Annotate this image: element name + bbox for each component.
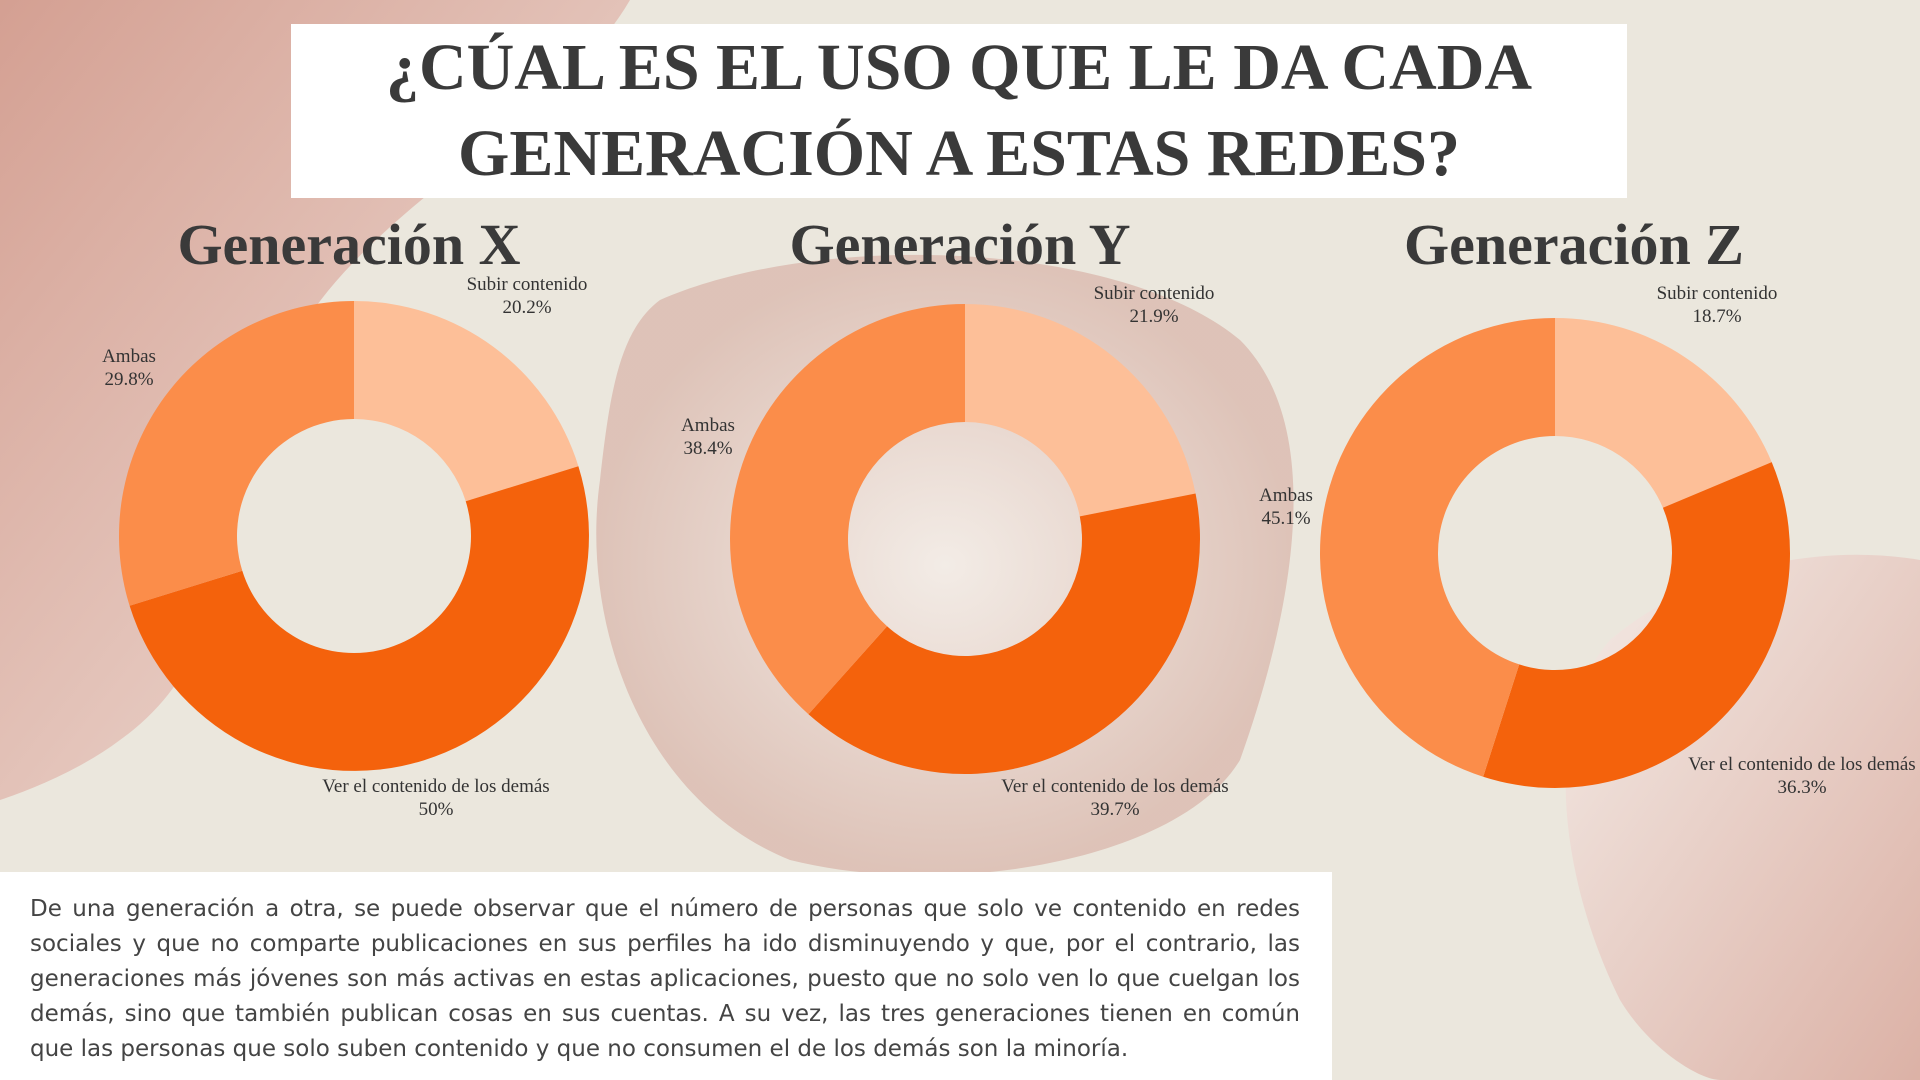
chart-title: Generación X <box>177 212 520 277</box>
donut-slice <box>1555 318 1772 508</box>
donut-slice <box>965 304 1196 517</box>
chart-title: Generación Z <box>1404 212 1744 277</box>
slice-value-label: 20.2% <box>502 297 551 318</box>
page-title: ¿CÚAL ES EL USO QUE LE DA CADA GENERACIÓ… <box>385 31 1533 190</box>
slice-label: Ambas <box>681 415 735 436</box>
slice-label: Ambas <box>102 346 156 367</box>
slice-value-label: 36.3% <box>1777 777 1826 798</box>
slice-value-label: 21.9% <box>1129 306 1178 327</box>
slice-value-label: 50% <box>419 799 454 820</box>
title-box: ¿CÚAL ES EL USO QUE LE DA CADA GENERACIÓ… <box>291 24 1627 198</box>
donut-slice <box>808 493 1200 774</box>
slice-label: Subir contenido <box>467 274 588 295</box>
donut-slice <box>1483 462 1790 788</box>
slice-label: Subir contenido <box>1657 283 1778 304</box>
slice-value-label: 39.7% <box>1090 799 1139 820</box>
donut-slice <box>118 301 354 606</box>
donut-slice <box>1320 318 1555 777</box>
donut-slice <box>129 466 589 771</box>
text-box: De una generación a otra, se puede obser… <box>0 872 1332 1080</box>
slice-label: Ver el contenido de los demás <box>1688 754 1915 775</box>
slice-value-label: 18.7% <box>1692 306 1741 327</box>
slice-value-label: 29.8% <box>104 369 153 390</box>
donut-slice <box>354 301 579 502</box>
description: De una generación a otra, se puede obser… <box>30 896 1300 1062</box>
slice-value-label: 45.1% <box>1261 508 1310 529</box>
slice-label: Ver el contenido de los demás <box>1001 776 1228 797</box>
slice-label: Ambas <box>1259 485 1313 506</box>
chart-title: Generación Y <box>790 212 1131 277</box>
slice-label: Ver el contenido de los demás <box>322 776 549 797</box>
slice-value-label: 38.4% <box>683 438 732 459</box>
slice-label: Subir contenido <box>1094 283 1215 304</box>
donut-slice <box>729 304 965 715</box>
